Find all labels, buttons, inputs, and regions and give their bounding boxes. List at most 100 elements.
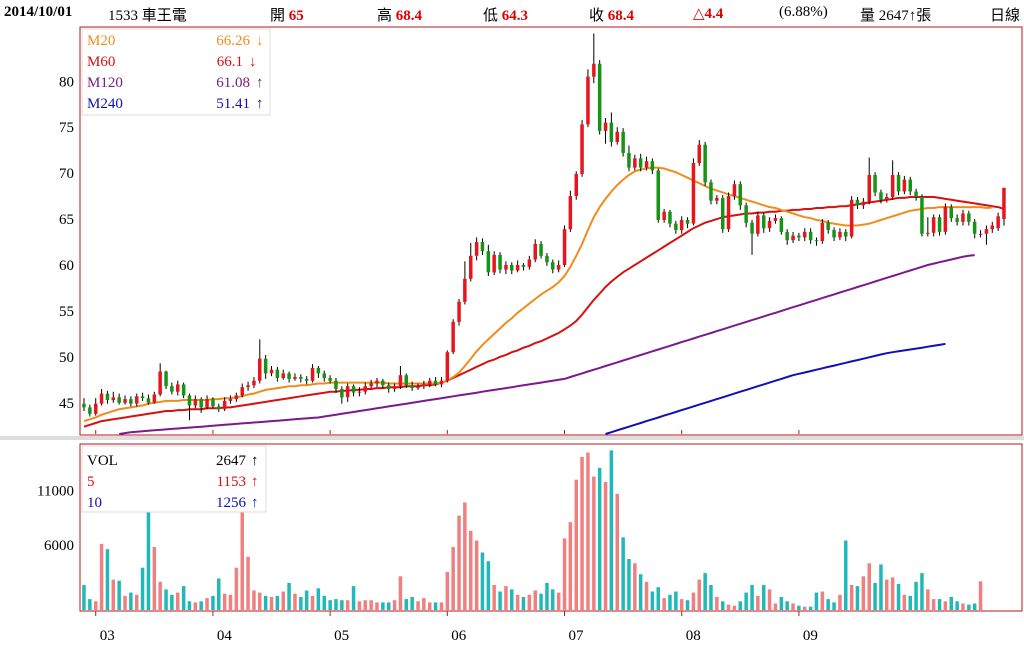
volume-bar — [762, 585, 766, 610]
candle-body — [187, 395, 192, 406]
volume-bar — [808, 606, 813, 610]
candle — [732, 180, 737, 200]
candle — [873, 172, 877, 197]
volume-bar — [392, 600, 397, 610]
candle — [668, 209, 672, 228]
candle-body — [99, 393, 104, 404]
candle-body — [340, 389, 344, 398]
legend-m240-value: 51.41 — [216, 96, 250, 112]
volume-bar — [703, 573, 707, 610]
candle-body — [967, 213, 971, 222]
candle-body — [849, 199, 854, 237]
candle — [779, 216, 784, 235]
candle — [679, 216, 684, 234]
volume-bar — [890, 577, 895, 610]
price-y-tick: 65 — [59, 212, 74, 228]
candle-body — [504, 265, 508, 270]
volume-bar — [914, 581, 918, 610]
volume-bar — [387, 602, 391, 610]
volume-bar — [662, 598, 666, 610]
candle-body — [650, 161, 655, 171]
candle-body — [855, 199, 860, 206]
candle-body — [621, 131, 625, 153]
candle — [931, 214, 936, 237]
candle-body — [129, 399, 133, 404]
candle — [574, 171, 578, 200]
volume-bar — [135, 594, 139, 610]
volume-panel-frame — [79, 443, 1023, 612]
candle-body — [779, 218, 784, 232]
candle-body — [791, 235, 795, 241]
candle-body — [668, 211, 672, 224]
legend-m60-name: M60 — [87, 54, 115, 70]
candle — [984, 225, 989, 245]
candle-body — [299, 377, 303, 379]
volume-bar — [328, 600, 332, 610]
candle — [967, 210, 971, 226]
legend-m60-arrow: ↓ — [249, 54, 257, 70]
volume-bar — [99, 543, 104, 610]
candle — [404, 373, 408, 389]
candle — [340, 386, 344, 404]
candle — [879, 189, 883, 204]
candle-body — [387, 385, 391, 389]
volume-bar — [252, 590, 256, 610]
candle-body — [826, 222, 830, 230]
candle-body — [709, 182, 713, 201]
candle-body — [662, 211, 666, 220]
candle-body — [908, 179, 912, 192]
candle — [445, 350, 450, 383]
volume-bar — [469, 530, 473, 610]
candle — [410, 381, 414, 391]
volume-bar — [170, 594, 174, 610]
candle-body — [603, 122, 608, 131]
candle — [510, 262, 514, 275]
candle — [498, 252, 502, 274]
header-high: 高 68.4 — [377, 4, 422, 25]
volume-bar — [826, 599, 830, 610]
legend-m60-value: 66.1 — [217, 54, 243, 70]
volume-bar — [404, 599, 408, 610]
legend-vol10-value: 1256 — [216, 495, 247, 511]
candle — [193, 395, 198, 409]
candle-body — [164, 371, 168, 387]
candle — [838, 228, 842, 241]
candle — [890, 160, 895, 200]
price-y-tick: 60 — [59, 258, 74, 274]
volume-bar — [369, 600, 373, 610]
candle — [533, 239, 537, 263]
candle-body — [1002, 187, 1006, 219]
candle — [621, 128, 625, 157]
candle — [428, 377, 432, 388]
candle — [246, 381, 250, 391]
candle-body — [562, 229, 567, 265]
header-open-label: 開 — [270, 8, 286, 24]
candle-body — [920, 197, 924, 234]
candle — [785, 229, 789, 245]
candle — [920, 194, 924, 237]
candle-body — [322, 373, 326, 378]
candle — [304, 376, 309, 385]
candle — [685, 217, 690, 229]
candle — [99, 388, 104, 406]
candle — [217, 403, 221, 412]
candle-body — [398, 375, 403, 387]
axis-labels: 45 50 55 60 65 70 75 80 6000 11000 03 04 05 06 07 08 09 — [37, 74, 818, 644]
candle-body — [867, 175, 871, 202]
candle — [222, 397, 227, 412]
header-low-label: 低 — [483, 8, 499, 24]
volume-bar — [515, 594, 520, 610]
candle — [492, 251, 496, 276]
candle-body — [451, 321, 455, 353]
volume-bar — [832, 602, 836, 610]
header-volume-unit: 張 — [916, 8, 932, 24]
candle-body — [152, 394, 157, 403]
volume-bar — [287, 582, 291, 610]
candle — [299, 374, 303, 383]
candle-body — [416, 386, 420, 388]
legend-m240-arrow: ↑ — [256, 96, 264, 112]
candle-body — [627, 152, 631, 168]
volume-bar — [949, 597, 953, 610]
candle-body — [539, 243, 543, 256]
volume-bar — [222, 593, 227, 610]
